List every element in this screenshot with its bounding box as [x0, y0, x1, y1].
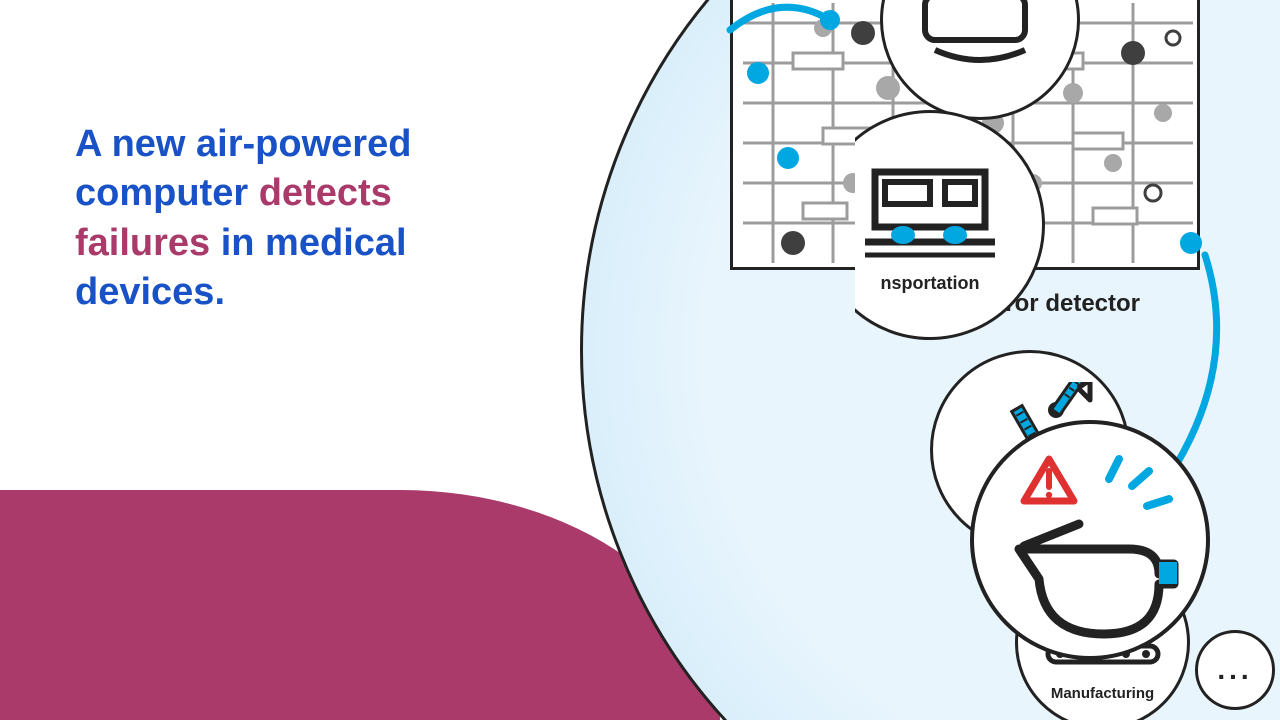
headline-text: A new air-powered computer detects failu…: [75, 120, 495, 318]
alert-whistle-icon: [974, 424, 1214, 664]
generic-device-icon: [915, 0, 1045, 65]
ellipsis-icon: ...: [1217, 664, 1252, 675]
manufacturing-label: Manufacturing: [1051, 685, 1154, 702]
transportation-label: nsportation: [881, 273, 980, 294]
train-icon: [855, 157, 1005, 267]
bubble-alert: [970, 420, 1210, 660]
illustration-panel: Pneumatic error detector nsportation: [460, 0, 1280, 720]
connector-top-arc: [720, 0, 840, 100]
